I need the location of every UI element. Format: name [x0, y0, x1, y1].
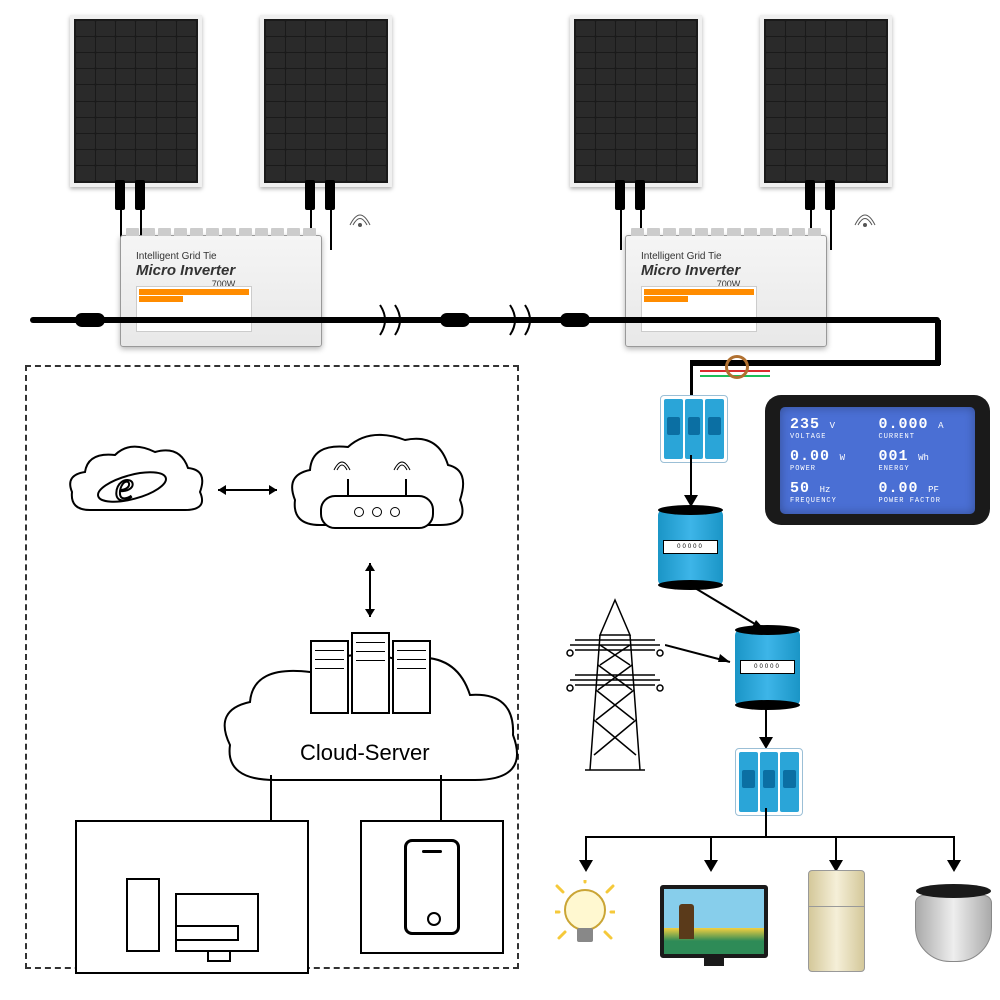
wifi-icon [332, 452, 352, 472]
ac-drop-wire [935, 320, 941, 365]
voltage-value: 235 [790, 416, 820, 433]
wifi-icon [345, 200, 375, 230]
wire [765, 808, 767, 838]
rice-cooker-icon [915, 895, 992, 962]
lightbulb-icon [555, 880, 615, 960]
dc-wire [330, 180, 332, 250]
ct-clamp-icon [725, 355, 749, 379]
pf-value: 0.00 [879, 480, 919, 497]
cable-connector [440, 313, 470, 327]
wifi-icon [850, 200, 880, 230]
cloud-server-label: Cloud-Server [300, 740, 430, 766]
refrigerator-icon [808, 870, 865, 972]
internet-cloud-icon: e [60, 440, 210, 540]
arrow-down-icon [704, 860, 718, 872]
link-line [440, 775, 442, 825]
power-value: 0.00 [790, 448, 830, 465]
cable-connector [560, 313, 590, 327]
energy-meter-2: 00000 [735, 630, 800, 705]
solar-panel-4 [760, 15, 892, 187]
inverter-subtitle: Intelligent Grid Tie [136, 251, 235, 262]
bidirectional-arrow-icon [210, 480, 285, 500]
freq-value: 50 [790, 480, 810, 497]
circuit-breaker-2 [735, 748, 803, 816]
television-icon [660, 885, 768, 958]
smartphone-icon [404, 839, 460, 935]
solar-panel-3 [570, 15, 702, 187]
bidirectional-arrow-icon [360, 555, 380, 625]
arrow-down-icon [947, 860, 961, 872]
cable-break-icon [500, 300, 540, 340]
cable-connector [75, 313, 105, 327]
ac-drop-wire [690, 360, 693, 395]
load-bus [585, 836, 955, 838]
ac-trunk-cable [30, 317, 940, 323]
wifi-icon [392, 452, 412, 472]
circuit-breaker-1 [660, 395, 728, 463]
desktop-client-box [75, 820, 309, 974]
server-cluster-icon [310, 640, 431, 714]
dc-wire [830, 180, 832, 250]
wire [665, 640, 740, 670]
solar-panel-2 [260, 15, 392, 187]
arrow-down-icon [579, 860, 593, 872]
keyboard-icon [175, 925, 239, 941]
monitor-icon [175, 893, 259, 952]
current-value: 0.000 [879, 416, 929, 433]
pc-tower-icon [126, 878, 160, 952]
link-line [270, 775, 272, 825]
energy-meter-1: 00000 [658, 510, 723, 585]
solar-panel-1 [70, 15, 202, 187]
power-meter: 235 VVOLTAGE 0.000 ACURRENT 0.00 WPOWER … [765, 395, 990, 525]
mobile-client-box [360, 820, 504, 954]
dc-wire [620, 180, 622, 250]
micro-inverter-2: Intelligent Grid Tie Micro Inverter 700W [625, 235, 827, 347]
wifi-router-icon [320, 495, 434, 529]
inverter-subtitle: Intelligent Grid Tie [641, 251, 740, 262]
router-cloud-icon [280, 425, 470, 555]
inverter-title: Micro Inverter [641, 262, 740, 279]
transmission-tower-icon [555, 595, 675, 775]
energy-value: 001 [879, 448, 909, 465]
svg-text:e: e [115, 464, 134, 510]
inverter-title: Micro Inverter [136, 262, 235, 279]
cable-break-icon [370, 300, 410, 340]
micro-inverter-1: Intelligent Grid Tie Micro Inverter 700W [120, 235, 322, 347]
